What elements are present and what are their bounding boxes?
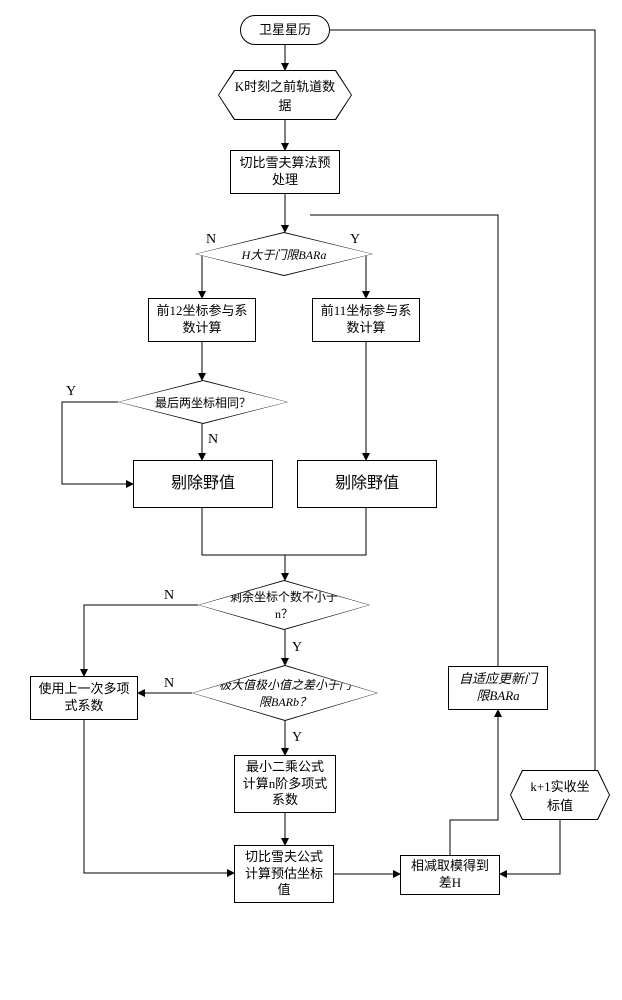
node-cheby-label: 切比雪夫公式计算预估坐标值 bbox=[241, 849, 327, 900]
node-hex-k-label: K时刻之前轨道数据 bbox=[233, 76, 337, 114]
node-rm-left: 剔除野值 bbox=[133, 460, 273, 508]
node-start-label: 卫星星历 bbox=[259, 22, 311, 39]
node-dec-same: 最后两坐标相同？ bbox=[118, 380, 288, 424]
node-pre-label: 切比雪夫算法预处理 bbox=[237, 155, 333, 189]
node-p12-label: 前12坐标参与系数计算 bbox=[155, 303, 249, 337]
node-adapt: 自适应更新门限BARa bbox=[448, 666, 548, 710]
node-hex-k: K时刻之前轨道数据 bbox=[218, 70, 352, 120]
node-rm-right: 剔除野值 bbox=[297, 460, 437, 508]
label-same-n: N bbox=[208, 432, 218, 448]
label-same-y: Y bbox=[66, 384, 76, 400]
label-n-y: Y bbox=[292, 640, 302, 656]
node-p11: 前11坐标参与系数计算 bbox=[312, 298, 420, 342]
node-dec-same-label: 最后两坐标相同？ bbox=[155, 394, 251, 411]
node-pre: 切比雪夫算法预处理 bbox=[230, 150, 340, 194]
node-hex-k1: k+1实收坐标值 bbox=[510, 770, 610, 820]
node-diff-h-label: 相减取模得到差H bbox=[407, 858, 493, 892]
node-dec-barb-label: 极大值极小值之差小于门限BARb？ bbox=[217, 676, 353, 710]
node-dec-n-label: 剩余坐标个数不小于n？ bbox=[223, 588, 345, 622]
node-dec-bara-label: H大于门限BARa bbox=[242, 246, 327, 263]
label-barb-y: Y bbox=[292, 730, 302, 746]
node-lsq-label: 最小二乘公式计算n阶多项式系数 bbox=[241, 759, 329, 810]
node-dec-n: 剩余坐标个数不小于n？ bbox=[198, 580, 370, 630]
node-start: 卫星星历 bbox=[240, 15, 330, 45]
node-diff-h: 相减取模得到差H bbox=[400, 855, 500, 895]
node-p11-label: 前11坐标参与系数计算 bbox=[319, 303, 413, 337]
label-bara-y: Y bbox=[350, 232, 360, 248]
node-dec-barb: 极大值极小值之差小于门限BARb？ bbox=[192, 665, 378, 721]
node-rm-right-label: 剔除野值 bbox=[335, 474, 399, 495]
label-barb-n: N bbox=[164, 676, 174, 692]
node-p12: 前12坐标参与系数计算 bbox=[148, 298, 256, 342]
node-hex-k1-label: k+1实收坐标值 bbox=[525, 776, 595, 814]
node-rm-left-label: 剔除野值 bbox=[171, 474, 235, 495]
node-use-prev: 使用上一次多项式系数 bbox=[30, 676, 138, 720]
flowchart-canvas: 卫星星历 K时刻之前轨道数据 切比雪夫算法预处理 H大于门限BARa N Y 前… bbox=[0, 0, 622, 1000]
node-dec-bara: H大于门限BARa bbox=[195, 232, 373, 276]
label-bara-n: N bbox=[206, 232, 216, 248]
node-adapt-label: 自适应更新门限BARa bbox=[455, 671, 541, 705]
node-cheby: 切比雪夫公式计算预估坐标值 bbox=[234, 845, 334, 903]
node-lsq: 最小二乘公式计算n阶多项式系数 bbox=[234, 755, 336, 813]
node-use-prev-label: 使用上一次多项式系数 bbox=[37, 681, 131, 715]
label-n-n: N bbox=[164, 588, 174, 604]
